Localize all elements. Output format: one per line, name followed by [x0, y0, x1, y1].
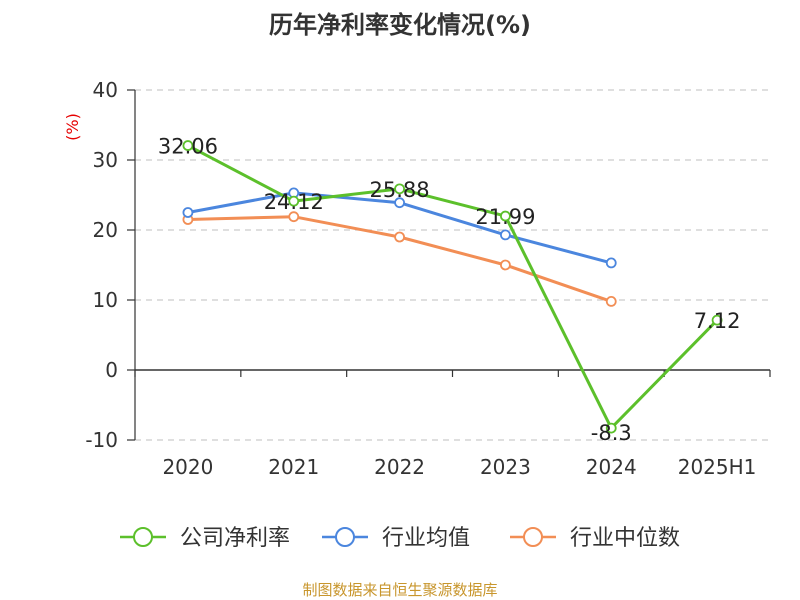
data-point: [182, 207, 194, 218]
series-lines: [182, 140, 723, 434]
data-label: 24.12: [264, 190, 324, 214]
gridlines: [135, 89, 770, 441]
data-point: [711, 314, 723, 326]
x-tick-label: 2024: [586, 455, 637, 479]
legend-label: 公司净利率: [180, 526, 290, 551]
data-point: [288, 195, 300, 207]
x-tick-label: 2022: [374, 455, 425, 479]
data-point: [500, 229, 511, 241]
source-note: 制图数据来自恒生聚源数据库: [302, 581, 497, 599]
data-label: 32.06: [158, 135, 218, 159]
data-label: 25.88: [370, 178, 430, 202]
legend-swatch-marker: [335, 527, 355, 547]
y-tick-label: 20: [93, 218, 118, 242]
legend-swatch-marker: [523, 527, 543, 547]
data-point: [394, 231, 405, 243]
data-label: 7.12: [694, 309, 741, 333]
y-tick-label: 30: [93, 148, 118, 172]
data-label: 21.99: [475, 205, 535, 229]
data-point: [605, 295, 617, 307]
x-tick-label: 2023: [480, 455, 531, 479]
data-labels: 32.06 24.12 25.88 21.99 -8.3 7.12: [158, 135, 741, 446]
legend-label: 行业中位数: [570, 526, 680, 551]
axes: 40 30 20 10 0 -10 2020 2021 2022 2023 2024 2025H1: [85, 78, 771, 479]
data-point: [500, 210, 511, 222]
data-label: -8.3: [591, 421, 632, 445]
x-tick-label: 2021: [268, 455, 319, 479]
legend-swatch-marker: [133, 527, 153, 547]
data-point: [288, 211, 300, 223]
data-point: [500, 259, 511, 271]
x-tick-label: 2025H1: [678, 455, 757, 479]
legend: 公司净利率 行业均值 行业中位数: [120, 526, 680, 551]
y-tick-label: 40: [93, 78, 118, 102]
y-tick-label: 10: [93, 288, 118, 312]
y-axis-unit-label: (%): [63, 113, 82, 141]
x-tick-label: 2020: [162, 455, 213, 479]
y-tick-label: -10: [85, 428, 118, 452]
data-point: [394, 183, 405, 195]
data-point: [394, 197, 405, 209]
data-point: [605, 422, 617, 434]
data-point: [605, 257, 617, 269]
y-tick-label: 0: [105, 358, 118, 382]
data-point: [182, 140, 194, 151]
series-line: [187, 144, 719, 430]
legend-label: 行业均值: [382, 526, 470, 551]
chart-title: 历年净利率变化情况(%): [269, 11, 531, 39]
